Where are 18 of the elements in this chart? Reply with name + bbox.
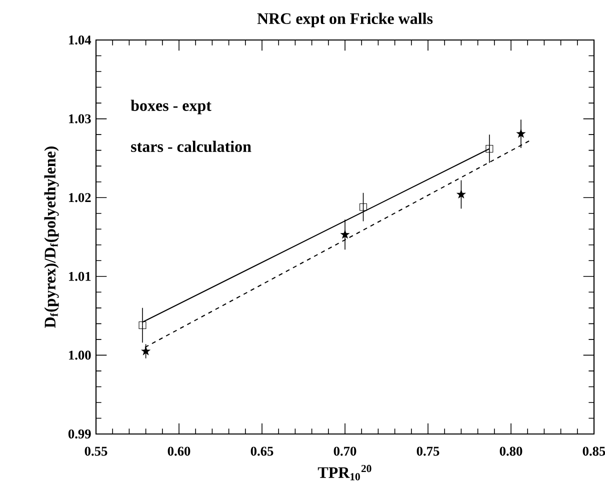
x-tick-label: 0.60 xyxy=(168,446,190,456)
y-tick-label: 1.00 xyxy=(69,350,91,360)
x-tick-label: 0.85 xyxy=(582,446,605,456)
x-tick-label: 0.80 xyxy=(500,446,522,456)
annotation: stars - calculation xyxy=(131,140,252,152)
x-tick-label: 0.70 xyxy=(334,446,356,456)
chart-title: NRC expt on Fricke walls xyxy=(257,12,433,28)
x-tick-label: 0.75 xyxy=(416,446,440,456)
y-tick-label: 0.99 xyxy=(68,429,91,439)
y-tick-label: 1.04 xyxy=(69,35,92,45)
y-axis-title: D$_{f}$(pyrex)/D$_{f}$(polyethylene) xyxy=(44,146,59,328)
y-tick-label: 1.03 xyxy=(69,114,91,124)
y-tick-label: 1.02 xyxy=(69,193,91,202)
annotation: boxes - expt xyxy=(130,100,212,114)
y-tick-label: 1.01 xyxy=(69,272,91,281)
x-tick-label: 0.55 xyxy=(84,446,108,456)
x-axis-title: TPR$_{10}$20 xyxy=(318,464,372,480)
x-tick-label: 0.65 xyxy=(250,446,274,456)
